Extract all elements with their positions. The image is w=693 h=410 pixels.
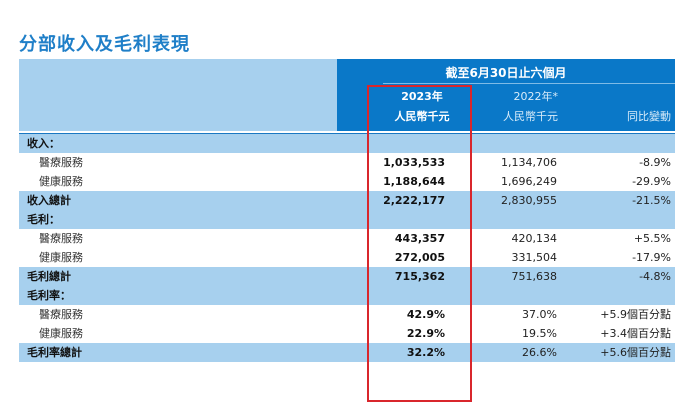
row-label: 毛利率： bbox=[27, 289, 71, 302]
value-2022: 420,134 bbox=[511, 232, 558, 245]
value-change: +3.4個百分點 bbox=[600, 327, 671, 340]
value-change: -21.5% bbox=[632, 194, 671, 207]
col-change: 同比變動 bbox=[627, 110, 671, 123]
row-label: 毛利總計 bbox=[27, 270, 71, 283]
table-header-label-area bbox=[19, 59, 337, 131]
value-change: +5.9個百分點 bbox=[600, 308, 671, 321]
table-row: 毛利率總計 32.2% 26.6% +5.6個百分點 bbox=[19, 343, 675, 362]
table-row: 健康服務 272,005 331,504 -17.9% bbox=[19, 248, 675, 267]
value-2023: 2,222,177 bbox=[383, 194, 445, 207]
value-change: +5.5% bbox=[633, 232, 671, 245]
value-2023: 272,005 bbox=[394, 251, 445, 264]
table-row: 收入： bbox=[19, 133, 675, 153]
value-2022: 19.5% bbox=[522, 327, 557, 340]
value-2022: 751,638 bbox=[511, 270, 558, 283]
value-2022: 331,504 bbox=[511, 251, 558, 264]
col-2022-unit: 人民幣千元 bbox=[503, 110, 558, 123]
page-title: 分部收入及毛利表現 bbox=[19, 34, 190, 55]
table-row: 醫療服務 443,357 420,134 +5.5% bbox=[19, 229, 675, 248]
row-label: 醫療服務 bbox=[39, 156, 83, 169]
row-label: 收入： bbox=[27, 137, 60, 150]
row-label: 毛利率總計 bbox=[27, 346, 82, 359]
row-label: 健康服務 bbox=[39, 327, 83, 340]
table-body: 收入： 醫療服務 1,033,533 1,134,706 -8.9% 健康服務 1,188,… bbox=[19, 133, 675, 362]
period-header: 截至6月30日止六個月 bbox=[445, 66, 567, 80]
value-2023: 715,362 bbox=[394, 270, 445, 283]
value-2023: 32.2% bbox=[406, 346, 445, 359]
table-row: 毛利率： bbox=[19, 286, 675, 305]
value-2022: 1,696,249 bbox=[501, 175, 557, 188]
table-row: 健康服務 22.9% 19.5% +3.4個百分點 bbox=[19, 324, 675, 343]
value-2023: 22.9% bbox=[406, 327, 445, 340]
value-2023: 1,033,533 bbox=[383, 156, 445, 169]
col-2023-year: 2023年 bbox=[401, 90, 443, 103]
value-2022: 26.6% bbox=[522, 346, 557, 359]
row-label: 健康服務 bbox=[39, 251, 83, 264]
row-label: 醫療服務 bbox=[39, 232, 83, 245]
value-change: -8.9% bbox=[639, 156, 671, 169]
value-2022: 37.0% bbox=[522, 308, 557, 321]
table-row: 收入總計 2,222,177 2,830,955 -21.5% bbox=[19, 191, 675, 210]
row-label: 毛利： bbox=[27, 213, 60, 226]
value-2022: 2,830,955 bbox=[501, 194, 557, 207]
value-change: -17.9% bbox=[632, 251, 671, 264]
row-label: 醫療服務 bbox=[39, 308, 83, 321]
value-change: +5.6個百分點 bbox=[600, 346, 671, 359]
col-2023-unit: 人民幣千元 bbox=[394, 110, 450, 123]
value-2022: 1,134,706 bbox=[501, 156, 557, 169]
row-label: 收入總計 bbox=[27, 194, 71, 207]
value-2023: 1,188,644 bbox=[383, 175, 445, 188]
table-header-period-area bbox=[337, 59, 675, 131]
table-row: 醫療服務 42.9% 37.0% +5.9個百分點 bbox=[19, 305, 675, 324]
value-2023: 443,357 bbox=[394, 232, 445, 245]
highlight-box-2023 bbox=[367, 85, 472, 402]
col-2022-year: 2022年* bbox=[513, 90, 559, 103]
table-row: 健康服務 1,188,644 1,696,249 -29.9% bbox=[19, 172, 675, 191]
header-divider bbox=[383, 83, 675, 84]
table-row: 毛利： bbox=[19, 210, 675, 229]
value-change: -4.8% bbox=[639, 270, 671, 283]
table-row: 毛利總計 715,362 751,638 -4.8% bbox=[19, 267, 675, 286]
value-2023: 42.9% bbox=[406, 308, 445, 321]
table-row: 醫療服務 1,033,533 1,134,706 -8.9% bbox=[19, 153, 675, 172]
value-change: -29.9% bbox=[632, 175, 671, 188]
row-label: 健康服務 bbox=[39, 175, 83, 188]
